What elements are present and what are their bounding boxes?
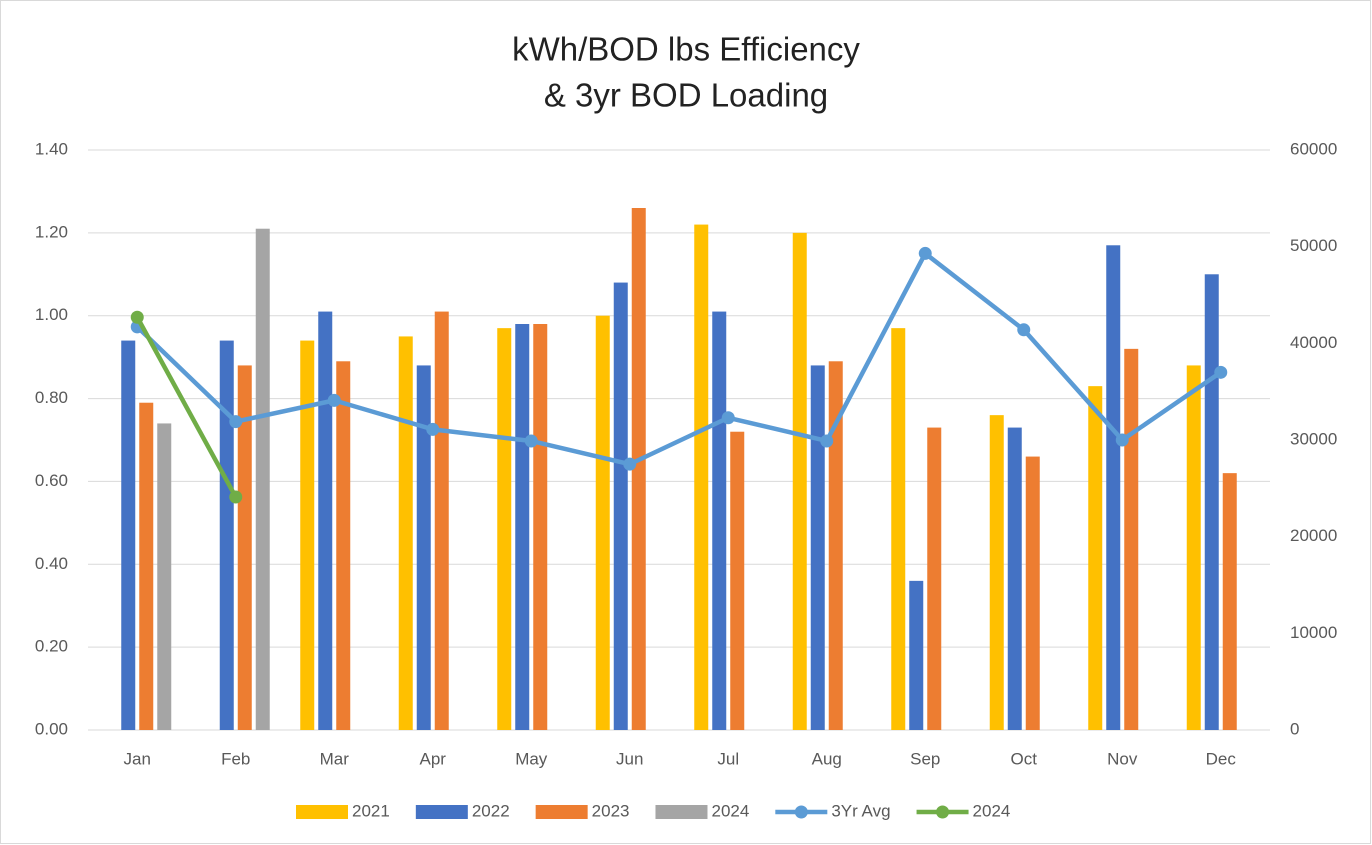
- legend-label: 2021: [352, 801, 390, 820]
- legend-label: 2023: [592, 801, 630, 820]
- x-tick-label: Oct: [1011, 749, 1038, 768]
- line-marker: [229, 490, 243, 504]
- x-tick-label: Sep: [910, 749, 940, 768]
- y-tick-label: 0.80: [35, 388, 68, 407]
- bar: [300, 340, 315, 730]
- bar: [595, 315, 610, 730]
- legend-swatch: [655, 805, 708, 819]
- legend-label: 3Yr Avg: [831, 801, 890, 820]
- x-tick-label: Dec: [1206, 749, 1237, 768]
- bar: [730, 431, 745, 730]
- bar: [533, 324, 548, 730]
- bar: [219, 340, 234, 730]
- x-tick-label: Jul: [717, 749, 739, 768]
- line-marker: [1017, 323, 1031, 337]
- bar: [237, 365, 252, 730]
- bar: [712, 311, 727, 730]
- bar: [1204, 274, 1219, 730]
- legend-label: 2022: [472, 801, 510, 820]
- chart-title: & 3yr BOD Loading: [544, 77, 828, 114]
- line-marker: [918, 246, 932, 260]
- y-tick-label: 1.20: [35, 222, 68, 241]
- bar: [989, 415, 1004, 730]
- bar: [613, 282, 628, 730]
- line-marker: [721, 411, 735, 425]
- x-tick-label: Jan: [124, 749, 151, 768]
- x-tick-label: Feb: [221, 749, 250, 768]
- bar: [255, 228, 270, 730]
- y-tick-label: 0.60: [35, 471, 68, 490]
- y-tick-label: 1.40: [35, 139, 68, 158]
- bar: [927, 427, 942, 730]
- x-tick-label: Nov: [1107, 749, 1138, 768]
- bar: [139, 402, 154, 730]
- x-tick-label: May: [515, 749, 548, 768]
- legend-swatch: [296, 805, 348, 819]
- y2-tick-label: 40000: [1290, 333, 1337, 352]
- bar: [828, 361, 843, 730]
- legend-swatch: [415, 805, 468, 819]
- bar: [1222, 473, 1237, 730]
- bar: [1186, 365, 1201, 730]
- bar: [497, 328, 512, 730]
- legend-swatch: [794, 805, 808, 819]
- legend-swatch: [936, 805, 950, 819]
- bar: [434, 311, 449, 730]
- line: [135, 316, 238, 499]
- bar: [398, 336, 413, 730]
- bar: [792, 232, 807, 730]
- y-tick-label: 0.00: [35, 719, 68, 738]
- bar: [336, 361, 351, 730]
- line-marker: [1115, 433, 1129, 447]
- y2-tick-label: 10000: [1290, 623, 1337, 642]
- x-tick-label: Mar: [320, 749, 350, 768]
- y2-tick-label: 20000: [1290, 526, 1337, 545]
- y2-tick-label: 30000: [1290, 429, 1337, 448]
- x-tick-label: Jun: [616, 749, 643, 768]
- y-tick-label: 0.20: [35, 637, 68, 656]
- line: [135, 251, 1223, 467]
- bar: [1007, 427, 1022, 730]
- legend-label: 2024: [711, 801, 749, 820]
- y-tick-label: 0.40: [35, 554, 68, 573]
- bar: [515, 324, 530, 730]
- y2-tick-label: 60000: [1290, 139, 1337, 158]
- bar: [909, 580, 924, 730]
- legend-label: 2024: [973, 801, 1011, 820]
- bar: [318, 311, 333, 730]
- bar: [157, 423, 172, 730]
- x-tick-label: Apr: [420, 749, 447, 768]
- bar: [1088, 386, 1103, 730]
- bar: [121, 340, 136, 730]
- line-marker: [426, 422, 440, 436]
- bar: [694, 224, 709, 731]
- line-marker: [327, 393, 341, 407]
- bar: [1025, 456, 1040, 730]
- chart-title: kWh/BOD lbs Efficiency: [512, 31, 860, 68]
- bar: [416, 365, 431, 730]
- line-marker: [524, 434, 538, 448]
- line-marker: [130, 310, 144, 324]
- line-marker: [1214, 365, 1228, 379]
- line-marker: [820, 434, 834, 448]
- bar: [1124, 348, 1139, 730]
- bar: [810, 365, 825, 730]
- y2-tick-label: 50000: [1290, 236, 1337, 255]
- line-marker: [229, 415, 243, 429]
- bar: [891, 328, 906, 730]
- legend-swatch: [535, 805, 588, 819]
- x-tick-label: Aug: [812, 749, 842, 768]
- y2-tick-label: 0: [1290, 719, 1299, 738]
- line-marker: [623, 457, 637, 471]
- bar: [631, 208, 646, 730]
- y-tick-label: 1.00: [35, 305, 68, 324]
- bar: [1106, 245, 1121, 731]
